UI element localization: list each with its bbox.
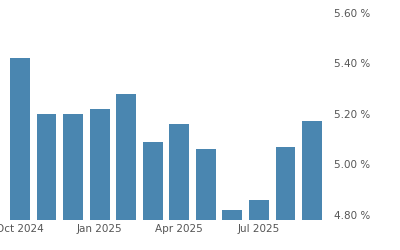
Bar <box>36 114 56 220</box>
Bar <box>143 142 163 220</box>
Bar <box>169 124 189 220</box>
Bar <box>196 149 216 220</box>
Bar <box>116 94 136 220</box>
Bar <box>302 121 322 220</box>
Bar <box>249 200 269 220</box>
Bar <box>276 147 296 220</box>
Bar <box>10 58 30 220</box>
Bar <box>90 109 110 220</box>
Bar <box>222 210 242 220</box>
Bar <box>63 114 83 220</box>
